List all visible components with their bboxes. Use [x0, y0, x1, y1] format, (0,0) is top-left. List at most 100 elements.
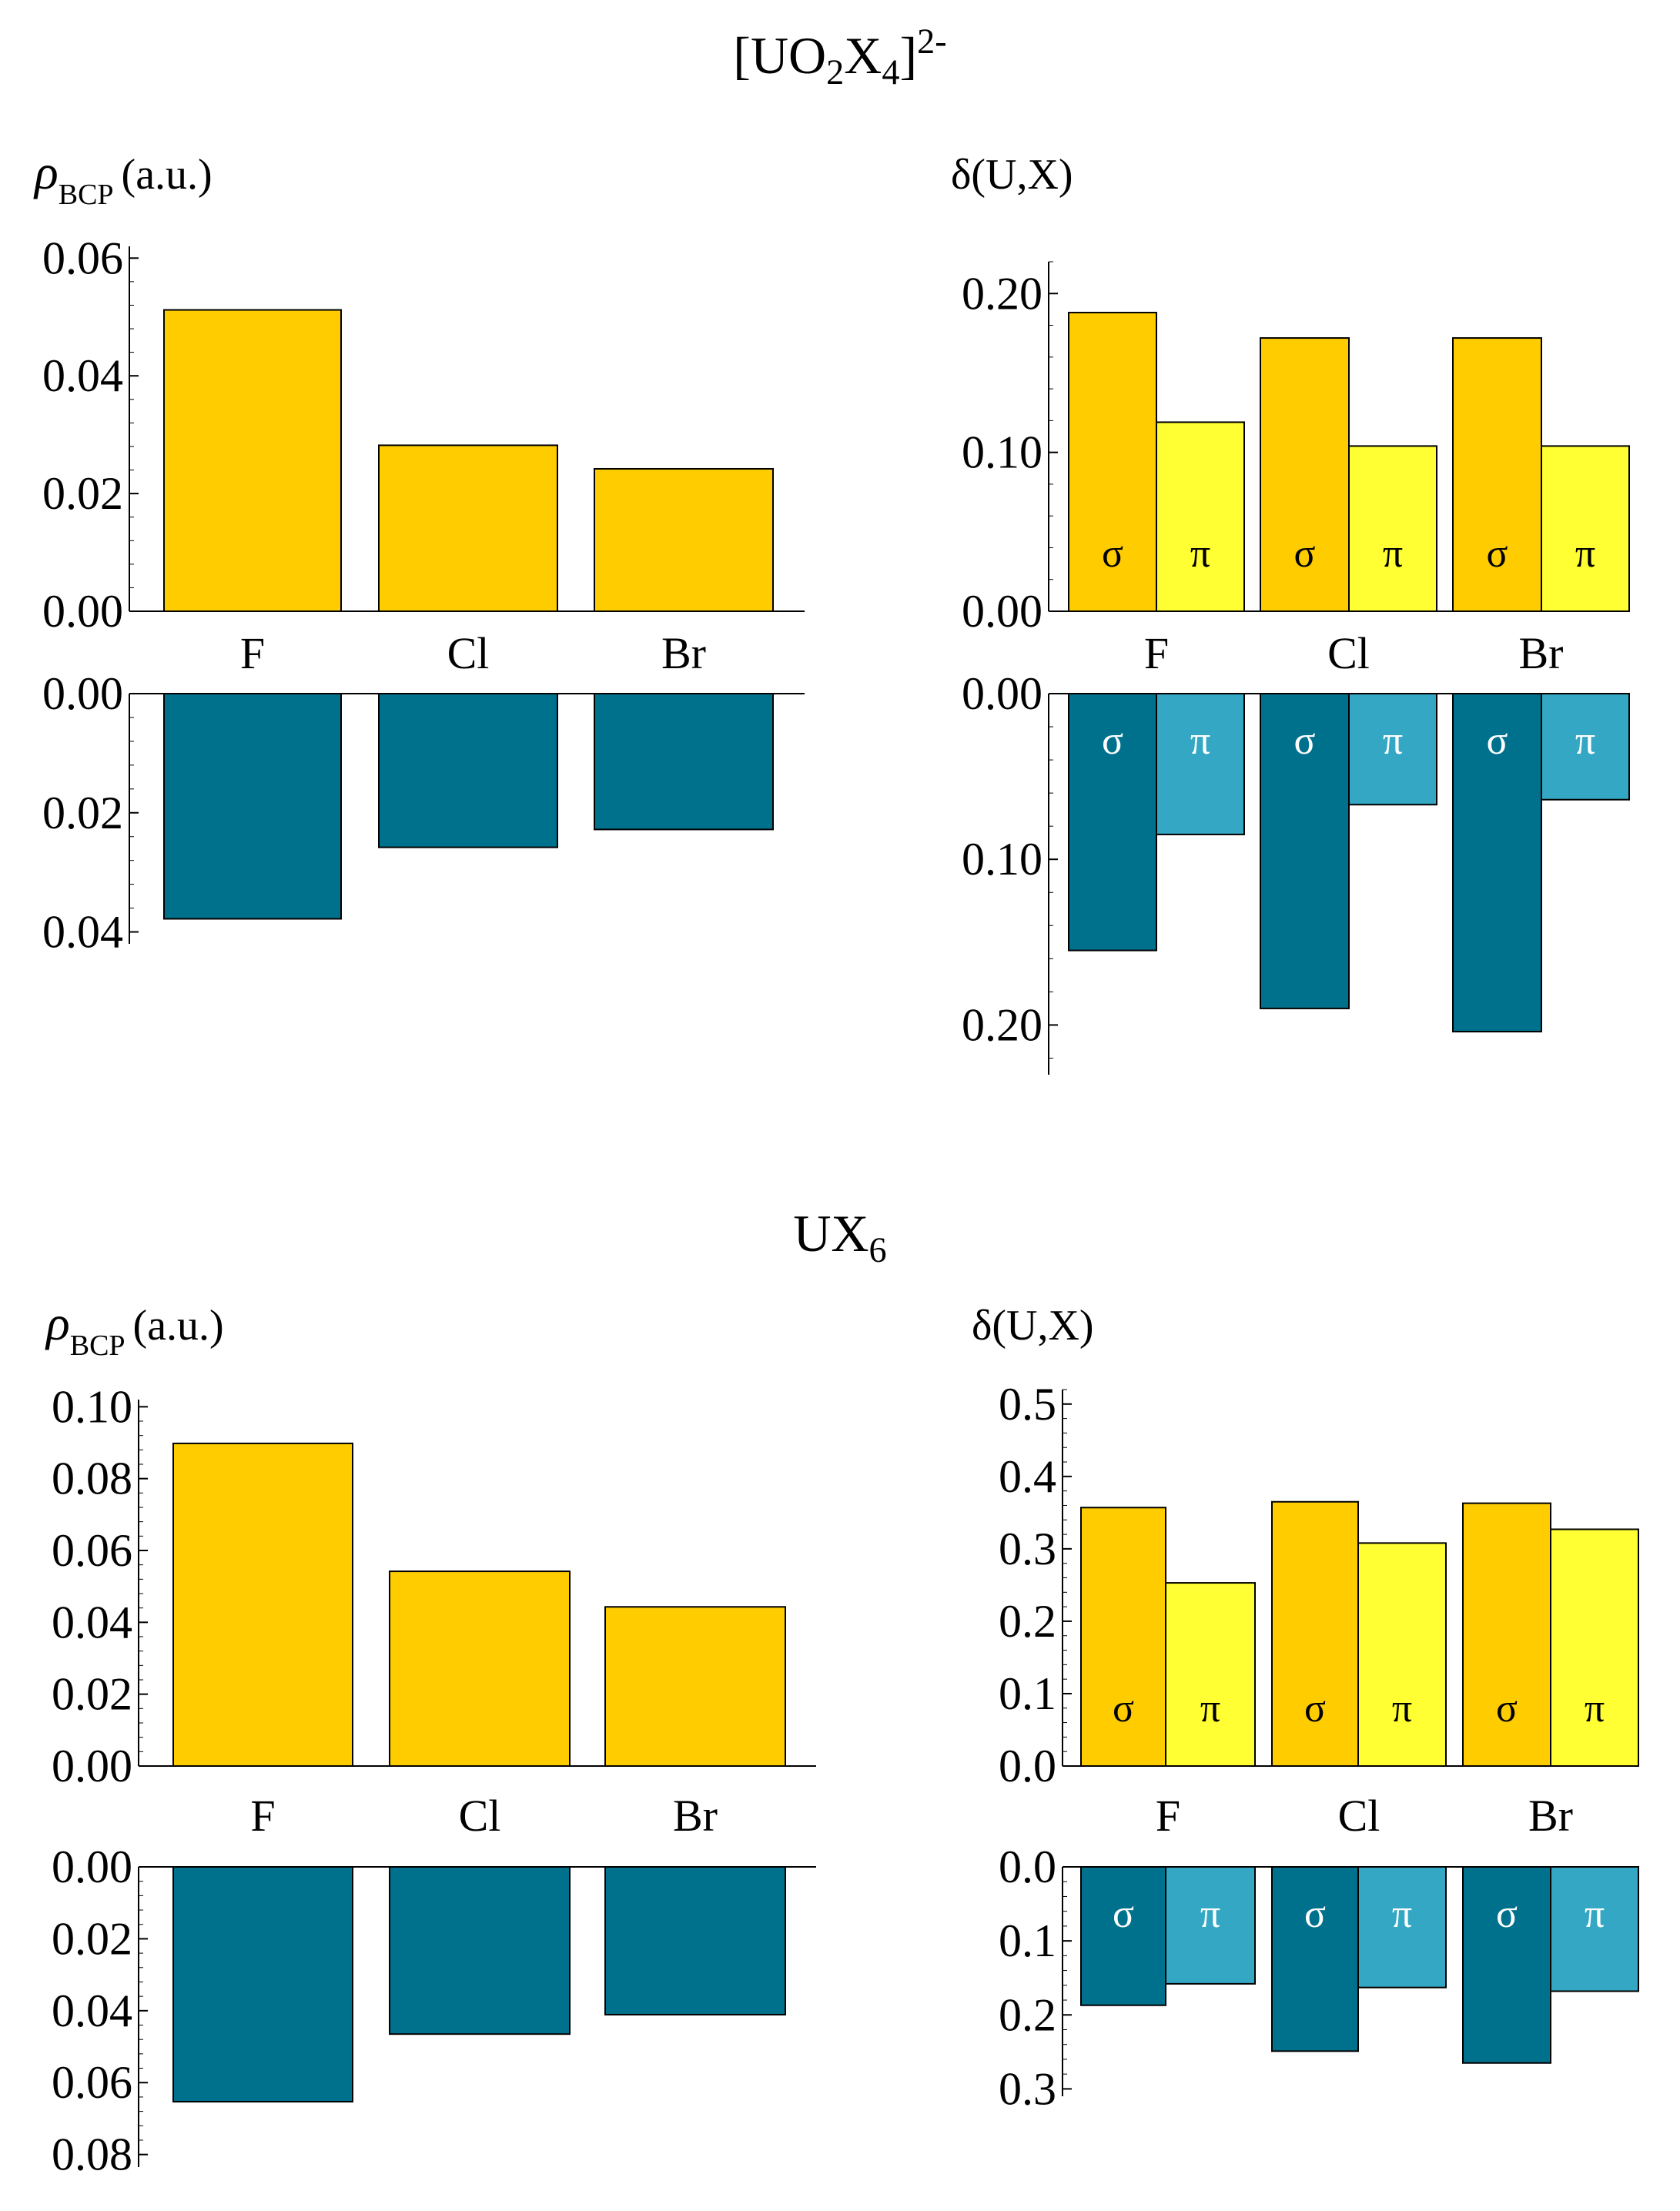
delta-bottom-tick-label: 0.0: [999, 1841, 1056, 1892]
rho-bar-f: [163, 693, 342, 920]
category-label: Br: [1519, 628, 1564, 678]
rho-bar-f: [163, 309, 342, 612]
section-title: UX6: [793, 1204, 886, 1270]
sigma-label: σ: [1102, 719, 1123, 763]
rho-unit: (a.u.): [122, 151, 213, 199]
pi-label: π: [1392, 1687, 1412, 1731]
rho-bottom-tick-label: 0.04: [42, 907, 123, 958]
delta-bottom-tick-label: 0.3: [999, 2063, 1056, 2114]
sigma-label: σ: [1486, 719, 1508, 763]
title-sub: 4: [882, 53, 899, 92]
title-sup: 2-: [917, 22, 947, 62]
rho-bar-cl: [389, 1570, 571, 1767]
rho-axis-title: ρBCP (a.u.): [33, 145, 213, 211]
title-sub: 6: [869, 1231, 887, 1270]
delta-top-tick-label: 0.0: [999, 1741, 1056, 1791]
sigma-bar-cl: [1260, 693, 1350, 1009]
delta-top-tick-label: 0.1: [999, 1668, 1056, 1719]
rho-symbol: ρ: [45, 1296, 70, 1350]
rho-bottom-tick-label: 0.02: [52, 1913, 132, 1964]
category-label: F: [1144, 628, 1169, 678]
pi-label: π: [1190, 719, 1210, 763]
pi-bar-br: [1550, 1528, 1639, 1768]
delta-axis-title: δ(U,X): [951, 151, 1073, 199]
pi-label: π: [1585, 1892, 1605, 1936]
delta-top-panel: 0.0 0.1 0.2 0.3 0.4 0.5 σ π Fσ π Cl σ π Br: [999, 1379, 1639, 1841]
rho-top-tick-label: 0.08: [52, 1453, 132, 1504]
rho-top-tick-label: 0.04: [42, 350, 123, 401]
rho-bar-f: [172, 1442, 353, 1768]
pi-label: π: [1383, 532, 1403, 576]
category-label: Cl: [1338, 1791, 1380, 1841]
sigma-bar-br: [1452, 693, 1542, 1033]
category-label: Br: [1528, 1791, 1573, 1841]
pi-bar-f: [1156, 421, 1245, 612]
rho-bottom-tick-label: 0.04: [52, 1985, 132, 2036]
sigma-label: σ: [1304, 1892, 1326, 1936]
category-label: F: [240, 628, 265, 678]
pi-bar-cl: [1357, 1866, 1447, 1989]
pi-bar-f: [1165, 1866, 1256, 1985]
rho-top-panel: 0.00 0.02 0.04 0.06 F Cl Br: [42, 232, 805, 678]
delta-top-tick-label: 0.00: [962, 586, 1042, 637]
sigma-bar-f: [1068, 312, 1157, 612]
category-label: Cl: [459, 1791, 501, 1841]
rho-bar-br: [604, 1606, 786, 1767]
category-label: F: [1156, 1791, 1180, 1841]
delta-bottom-tick-label: 0.2: [999, 1989, 1056, 2040]
sigma-bar-f: [1080, 1507, 1166, 1768]
sigma-bar-br: [1452, 337, 1542, 612]
pi-label: π: [1392, 1892, 1412, 1936]
pi-label: π: [1200, 1892, 1220, 1936]
rho-top-tick-label: 0.00: [52, 1741, 132, 1791]
delta-bottom-tick-label: 0.10: [962, 834, 1042, 885]
category-label: Cl: [447, 628, 490, 678]
pi-bar-cl: [1348, 445, 1437, 613]
rho-axis-title: ρBCP (a.u.): [45, 1296, 224, 1362]
sigma-bar-br: [1462, 1866, 1551, 2064]
delta-bottom-panel: 0.00 0.10 0.20 σ π σ π σ π: [962, 668, 1630, 1075]
pi-bar-br: [1541, 445, 1630, 613]
category-label: Br: [661, 628, 706, 678]
rho-bar-br: [594, 693, 774, 831]
rho-bar-br: [594, 467, 774, 613]
category-label: F: [250, 1791, 275, 1841]
delta-bottom-tick-label: 0.20: [962, 999, 1042, 1050]
pi-label: π: [1190, 532, 1210, 576]
sigma-label: σ: [1113, 1687, 1134, 1731]
rho-bottom-tick-label: 0.00: [52, 1841, 132, 1892]
delta-top-tick-label: 0.3: [999, 1524, 1056, 1574]
delta-top-tick-label: 0.20: [962, 268, 1042, 319]
delta-top-tick-label: 0.4: [999, 1451, 1056, 1502]
sigma-bar-br: [1462, 1502, 1551, 1767]
pi-bar-cl: [1348, 693, 1437, 806]
delta-bottom-tick-label: 0.00: [962, 668, 1042, 719]
title-base: UX: [793, 1204, 868, 1263]
delta-top-tick-label: 0.10: [962, 427, 1042, 478]
rho-top-panel: 0.00 0.02 0.04 0.06 0.08 0.10 F Cl Br: [52, 1381, 816, 1841]
title-sub: 2: [826, 53, 844, 92]
pi-label: π: [1575, 532, 1595, 576]
category-label: Br: [673, 1791, 718, 1841]
rho-top-tick-label: 0.06: [42, 232, 123, 283]
pi-bar-f: [1165, 1582, 1256, 1768]
category-label: Cl: [1327, 628, 1370, 678]
pi-label: π: [1200, 1687, 1220, 1731]
sigma-bar-f: [1068, 693, 1157, 952]
rho-bar-br: [604, 1866, 786, 2015]
rho-sub: BCP: [70, 1330, 125, 1362]
rho-symbol: ρ: [33, 145, 59, 199]
sigma-label: σ: [1102, 532, 1123, 576]
rho-bottom-panel: 0.00 0.02 0.04 0.06 0.08: [52, 1841, 816, 2180]
pi-bar-br: [1541, 693, 1630, 801]
title-mid: X: [844, 26, 882, 85]
rho-top-tick-label: 0.02: [52, 1669, 132, 1720]
pi-label: π: [1585, 1687, 1605, 1731]
rho-top-tick-label: 0.00: [42, 586, 123, 637]
delta-top-panel: 0.00 0.10 0.20 σ π Fσ π Cl σ π Br: [962, 261, 1630, 678]
rho-top-tick-label: 0.06: [52, 1525, 132, 1576]
pi-label: π: [1575, 719, 1595, 763]
title-base: [UO: [733, 26, 826, 85]
sigma-label: σ: [1486, 532, 1508, 576]
